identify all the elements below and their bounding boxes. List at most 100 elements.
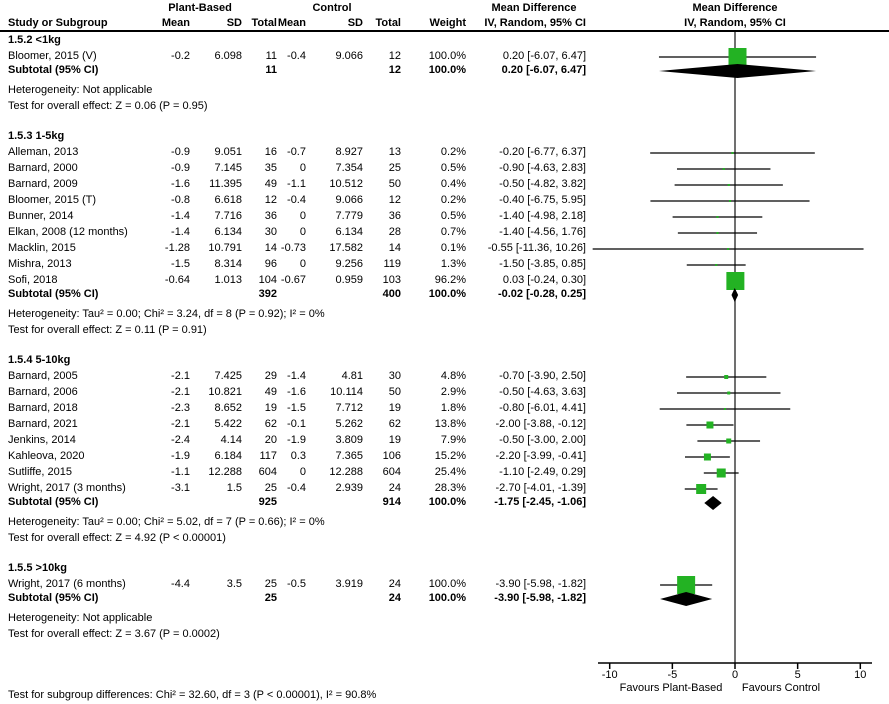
study-ci_text: -0.80 [-6.01, 4.41] [499, 402, 586, 414]
study-mean2: 0 [299, 210, 306, 222]
study-name: Alleman, 2013 [8, 146, 79, 158]
mean-control-col-header: Mean [277, 17, 306, 29]
study-total1: 16 [264, 146, 277, 158]
study-total1: 104 [258, 274, 277, 286]
study-sd2: 7.779 [335, 210, 363, 222]
study-weight: 0.7% [440, 226, 466, 238]
study-sd1: 6.134 [214, 226, 242, 238]
study-total1: 49 [264, 386, 277, 398]
effect-square [716, 216, 719, 218]
heterogeneity-text: Heterogeneity: Tau² = 0.00; Chi² = 3.24,… [8, 308, 325, 320]
axis-tick-label: -10 [601, 669, 618, 681]
study-total1: 30 [264, 226, 277, 238]
study-name: Bloomer, 2015 (V) [8, 50, 97, 62]
study-ci_text: -0.50 [-4.82, 3.82] [499, 178, 586, 190]
study-total2: 62 [388, 418, 401, 430]
study-mean2: 0 [299, 258, 306, 270]
study-mean2: -0.67 [280, 274, 306, 286]
treatment-group-header: Plant-Based [168, 2, 232, 14]
subtotal-ci_text: 0.20 [-6.07, 6.47] [501, 64, 586, 76]
study-name: Jenkins, 2014 [8, 434, 76, 446]
study-total2: 12 [388, 194, 401, 206]
study-mean2: -1.1 [287, 178, 306, 190]
study-name: Barnard, 2021 [8, 418, 78, 430]
study-sd1: 10.821 [208, 386, 242, 398]
heterogeneity-text: Heterogeneity: Tau² = 0.00; Chi² = 5.02,… [8, 516, 325, 528]
study-name: Wright, 2017 (3 months) [8, 482, 126, 494]
study-total1: 25 [264, 482, 277, 494]
study-sd2: 5.262 [335, 418, 363, 430]
study-ci_text: -2.20 [-3.99, -0.41] [495, 450, 587, 462]
study-sd2: 0.959 [335, 274, 363, 286]
md-plot-title: Mean Difference [692, 2, 778, 14]
study-total1: 25 [264, 578, 277, 590]
total-control-col-header: Total [375, 17, 401, 29]
subtotal-total2: 24 [388, 592, 401, 604]
study-total2: 30 [388, 370, 401, 382]
study-ci_text: -1.40 [-4.98, 2.18] [499, 210, 586, 222]
study-ci_text: -0.50 [-4.63, 3.63] [499, 386, 586, 398]
study-mean2: -1.6 [287, 386, 306, 398]
study-mean1: -1.1 [171, 466, 190, 478]
study-name: Macklin, 2015 [8, 242, 76, 254]
subtotal-diamond [704, 496, 722, 510]
study-total2: 13 [388, 146, 401, 158]
study-mean1: -4.4 [171, 578, 190, 590]
study-sd2: 8.927 [335, 146, 363, 158]
axis-tick-label: 5 [794, 669, 801, 681]
subtotal-weight: 100.0% [428, 64, 466, 76]
study-sd2: 9.066 [335, 50, 363, 62]
subtotal-label: Subtotal (95% CI) [8, 64, 99, 76]
study-sd1: 5.422 [214, 418, 242, 430]
study-sd1: 8.314 [214, 258, 242, 270]
study-mean1: -2.3 [171, 402, 190, 414]
study-sd1: 1.013 [214, 274, 242, 286]
control-group-header: Control [312, 2, 352, 14]
subtotal-total1: 11 [265, 64, 277, 76]
study-ci_text: -3.90 [-5.98, -1.82] [495, 578, 587, 590]
study-total2: 19 [388, 402, 401, 414]
study-name: Barnard, 2009 [8, 178, 78, 190]
study-total1: 29 [264, 370, 277, 382]
subtotal-total2: 400 [382, 288, 401, 300]
effect-square [727, 391, 731, 395]
effect-square [728, 200, 731, 202]
study-total1: 11 [265, 50, 277, 62]
study-weight: 7.9% [440, 434, 466, 446]
study-ci_text: 0.20 [-6.07, 6.47] [502, 50, 586, 62]
study-mean2: -0.1 [287, 418, 306, 430]
study-sd1: 11.395 [209, 178, 242, 190]
study-total1: 36 [264, 210, 277, 222]
study-weight: 0.2% [440, 194, 466, 206]
effect-square [703, 453, 711, 461]
study-mean2: 0 [299, 226, 306, 238]
study-total2: 106 [382, 450, 401, 462]
study-weight: 4.8% [440, 370, 466, 382]
md-plot-subtitle: IV, Random, 95% CI [684, 17, 786, 29]
subtotal-diamond [731, 288, 739, 302]
study-sd2: 4.81 [341, 370, 363, 382]
study-name: Barnard, 2005 [8, 370, 78, 382]
study-total1: 96 [264, 258, 277, 270]
study-mean1: -1.28 [164, 242, 190, 254]
study-name: Barnard, 2000 [8, 162, 78, 174]
study-ci_text: -0.70 [-3.90, 2.50] [499, 370, 586, 382]
overall-effect-text: Test for overall effect: Z = 0.11 (P = 0… [8, 324, 207, 336]
subtotal-diamond [658, 64, 817, 78]
study-weight: 28.3% [434, 482, 466, 494]
study-sd1: 7.425 [214, 370, 242, 382]
study-total1: 62 [264, 418, 277, 430]
favours-right-label: Favours Control [741, 682, 821, 694]
study-total2: 24 [388, 578, 401, 590]
study-total2: 25 [388, 162, 401, 174]
study-weight: 1.3% [440, 258, 466, 270]
study-mean2: -1.9 [287, 434, 306, 446]
axis-tick-label: 10 [854, 669, 867, 681]
study-name: Bloomer, 2015 (T) [8, 194, 97, 206]
study-sd1: 6.618 [214, 194, 242, 206]
subgroup-heading: 1.5.4 5-10kg [8, 354, 71, 366]
study-mean2: -0.5 [287, 578, 306, 590]
study-sd2: 9.066 [335, 194, 363, 206]
study-sd2: 6.134 [335, 226, 363, 238]
